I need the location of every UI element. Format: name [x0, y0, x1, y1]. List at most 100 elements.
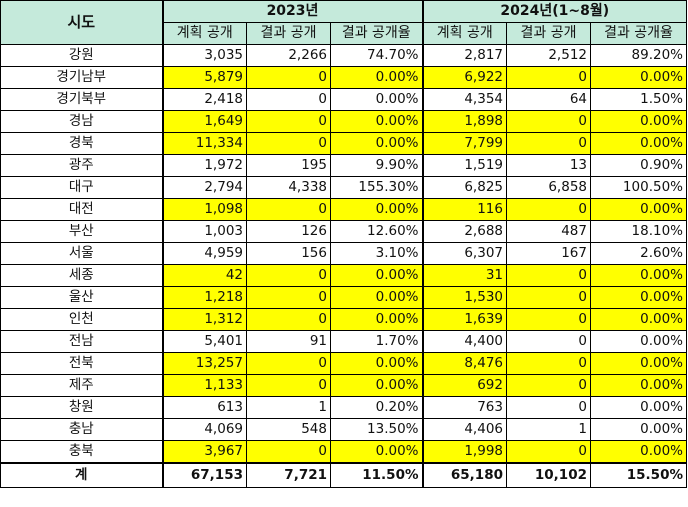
result-2024-cell: 0	[506, 374, 591, 397]
region-cell: 충남	[0, 418, 163, 441]
result-2024-cell: 0	[506, 264, 591, 287]
result-2023-cell: 0	[246, 132, 331, 155]
rate-2023-cell: 9.90%	[330, 154, 423, 177]
result-2024-cell: 0	[506, 110, 591, 133]
plan-2023-cell: 42	[161, 264, 247, 287]
table-row: 대전 1,098 0 0.00% 116 0 0.00%	[0, 198, 687, 221]
result-2024-cell: 167	[506, 242, 591, 265]
result-2024-cell: 0	[506, 396, 591, 419]
plan-2024-cell: 6,825	[421, 176, 507, 199]
rate-2023-cell: 0.00%	[330, 88, 423, 111]
result-2024-cell: 0	[506, 330, 591, 353]
result-2023-cell: 548	[246, 418, 331, 441]
plan-2024-cell: 1,639	[421, 308, 507, 331]
rate-2023-cell: 0.00%	[330, 264, 423, 287]
table-row: 강원 3,035 2,266 74.70% 2,817 2,512 89.20%	[0, 44, 687, 67]
result-2024-cell: 487	[506, 220, 591, 243]
table-row: 경기남부 5,879 0 0.00% 6,922 0 0.00%	[0, 66, 687, 89]
table-row: 제주 1,133 0 0.00% 692 0 0.00%	[0, 374, 687, 397]
result-disclosure-2023-header: 결과 공개	[246, 22, 331, 45]
result-2024-cell: 0	[506, 440, 591, 464]
table-row: 울산 1,218 0 0.00% 1,530 0 0.00%	[0, 286, 687, 309]
region-cell: 전북	[0, 352, 163, 375]
region-cell: 부산	[0, 220, 163, 243]
rate-2024-cell: 0.00%	[590, 198, 687, 221]
table-row: 경남 1,649 0 0.00% 1,898 0 0.00%	[0, 110, 687, 133]
region-cell: 경북	[0, 132, 163, 155]
region-cell: 강원	[0, 44, 163, 67]
rate-2024-cell: 0.90%	[590, 154, 687, 177]
plan-2023-cell: 1,098	[161, 198, 247, 221]
result-2023-cell: 91	[246, 330, 331, 353]
result-rate-2023-header: 결과 공개율	[330, 22, 423, 45]
rate-2024-cell: 0.00%	[590, 286, 687, 309]
plan-2023-cell: 1,649	[161, 110, 247, 133]
result-2023-cell: 0	[246, 308, 331, 331]
result-2023-cell: 0	[246, 440, 331, 464]
plan-2023-cell: 4,959	[161, 242, 247, 265]
plan-2023-cell: 2,418	[161, 88, 247, 111]
result-2024-cell: 0	[506, 66, 591, 89]
rate-2024-cell: 0.00%	[590, 396, 687, 419]
rate-2023-cell: 0.00%	[330, 110, 423, 133]
plan-2024-cell: 1,530	[421, 286, 507, 309]
result-2024-cell: 0	[506, 352, 591, 375]
rate-2023-cell: 0.00%	[330, 132, 423, 155]
rate-2023-cell: 0.00%	[330, 198, 423, 221]
rate-2023-cell: 13.50%	[330, 418, 423, 441]
plan-2024-cell: 8,476	[421, 352, 507, 375]
region-cell: 인천	[0, 308, 163, 331]
plan-2024-cell: 692	[421, 374, 507, 397]
result-2024-cell: 64	[506, 88, 591, 111]
plan-2023-cell: 4,069	[161, 418, 247, 441]
result-disclosure-2024-header: 결과 공개	[506, 22, 591, 45]
plan-2023-cell: 1,133	[161, 374, 247, 397]
region-cell: 창원	[0, 396, 163, 419]
region-cell: 울산	[0, 286, 163, 309]
table-row: 인천 1,312 0 0.00% 1,639 0 0.00%	[0, 308, 687, 331]
rate-2023-cell: 74.70%	[330, 44, 423, 67]
result-2024-cell: 1	[506, 418, 591, 441]
result-2023-cell: 0	[246, 198, 331, 221]
rate-2024-cell: 0.00%	[590, 352, 687, 375]
result-2024-cell: 0	[506, 308, 591, 331]
region-cell: 세종	[0, 264, 163, 287]
table-row: 전북 13,257 0 0.00% 8,476 0 0.00%	[0, 352, 687, 375]
table-row: 경북 11,334 0 0.00% 7,799 0 0.00%	[0, 132, 687, 155]
rate-2024-cell: 0.00%	[590, 374, 687, 397]
plan-2023-cell: 3,035	[161, 44, 247, 67]
region-cell: 대전	[0, 198, 163, 221]
rate-2024-cell: 89.20%	[590, 44, 687, 67]
result-2023-cell: 2,266	[246, 44, 331, 67]
result-2023-cell: 0	[246, 374, 331, 397]
rate-2024-cell: 18.10%	[590, 220, 687, 243]
table-row: 충남 4,069 548 13.50% 4,406 1 0.00%	[0, 418, 687, 441]
plan-2023-cell: 13,257	[161, 352, 247, 375]
plan-2023-cell: 1,312	[161, 308, 247, 331]
plan-2024-cell: 1,898	[421, 110, 507, 133]
result-2023-cell: 126	[246, 220, 331, 243]
rate-2024-cell: 0.00%	[590, 418, 687, 441]
plan-2024-cell: 7,799	[421, 132, 507, 155]
table-row: 전남 5,401 91 1.70% 4,400 0 0.00%	[0, 330, 687, 353]
result-2024-cell: 0	[506, 286, 591, 309]
rate-2024-cell: 1.50%	[590, 88, 687, 111]
rate-2023-cell: 0.00%	[330, 286, 423, 309]
plan-2024-cell: 763	[421, 396, 507, 419]
region-cell: 충북	[0, 440, 163, 464]
region-cell: 제주	[0, 374, 163, 397]
plan-2024-cell: 116	[421, 198, 507, 221]
year-2023-header: 2023년	[161, 0, 423, 23]
result-2023-cell: 0	[246, 110, 331, 133]
total-plan-2024: 65,180	[421, 462, 507, 488]
plan-2024-cell: 1,998	[421, 440, 507, 464]
plan-2023-cell: 11,334	[161, 132, 247, 155]
disclosure-table: 시도 2023년 2024년(1~8월) 계획 공개 결과 공개 결과 공개율 …	[0, 0, 687, 488]
table-row: 경기북부 2,418 0 0.00% 4,354 64 1.50%	[0, 88, 687, 111]
rate-2024-cell: 100.50%	[590, 176, 687, 199]
table-row: 광주 1,972 195 9.90% 1,519 13 0.90%	[0, 154, 687, 177]
plan-2024-cell: 31	[421, 264, 507, 287]
plan-2024-cell: 4,354	[421, 88, 507, 111]
total-label: 계	[0, 462, 163, 488]
plan-2023-cell: 5,879	[161, 66, 247, 89]
